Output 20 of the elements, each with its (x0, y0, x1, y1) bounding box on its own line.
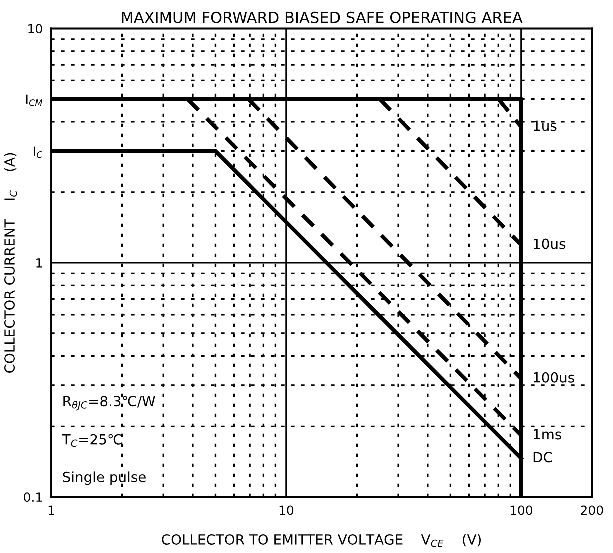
series-label: 100us (534, 372, 574, 383)
x-tick-label: 200 (581, 506, 604, 516)
y-tick-label: 1 (36, 258, 42, 268)
y-tick-label: I$_{CM}$ (26, 94, 43, 106)
series-label: DC (534, 452, 552, 463)
y-tick-label: I$_{C}$ (34, 146, 43, 158)
text: COLLECTOR TO EMITTER VOLTAGE V$_{CE}$ (V) (162, 534, 481, 548)
annotation: Single pulse (63, 472, 146, 486)
series-label: 1ms (534, 429, 562, 440)
chart-title: MAXIMUM FORWARD BIASED SAFE OPERATING AREA (122, 12, 523, 24)
series-label: 1us (534, 120, 557, 132)
y-tick-label: 10 (28, 24, 42, 34)
annotation: T$_{C}$=25℃ (62, 434, 122, 448)
x-tick-label: 100 (510, 506, 533, 516)
x-tick-label: 1 (48, 506, 54, 515)
y-tick-label: 0.1 (24, 492, 42, 502)
x-tick-label: 10 (280, 506, 294, 516)
text: COLLECTOR CURRENT I$_{C}$ (A) (4, 153, 18, 374)
annotation: R$_{θJC}$=8.3℃/W (64, 396, 156, 411)
series-label: 10us (534, 238, 566, 250)
